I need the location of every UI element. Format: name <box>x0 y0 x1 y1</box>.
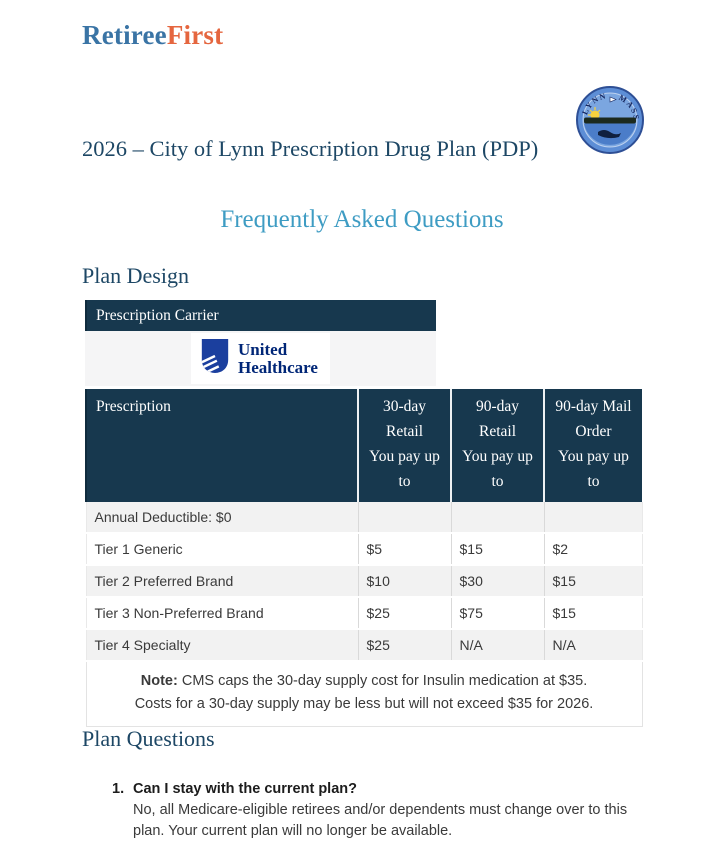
section-heading-plan-design: Plan Design <box>82 263 189 288</box>
table-note: Note: CMS caps the 30-day supply cost fo… <box>85 660 643 727</box>
row-label: Tier 2 Preferred Brand <box>85 565 359 598</box>
uhc-wordmark-line2: Healthcare <box>238 357 318 377</box>
uhc-shield-icon <box>199 336 231 381</box>
row-value <box>358 502 452 534</box>
carrier-table-header: Prescription Carrier <box>85 300 436 331</box>
retireefirst-logo: RetireeFirst <box>82 20 223 51</box>
question-answer: No, all Medicare-eligible retirees and/o… <box>133 802 628 839</box>
row-value: $25 <box>358 629 452 662</box>
row-value: $15 <box>451 533 545 566</box>
row-value: N/A <box>544 629 643 662</box>
row-value: $15 <box>544 597 643 630</box>
row-value: $25 <box>358 597 452 630</box>
column-header-90day-retail: 90-day Retail You pay up to <box>451 389 545 502</box>
brand-name-first: First <box>166 20 224 50</box>
table-row-tier2: Tier 2 Preferred Brand $10 $30 $15 <box>85 565 643 598</box>
uhc-wordmark: United Healthcare <box>238 341 318 376</box>
faq-question-line: 1. Can I stay with the current plan? <box>112 779 657 799</box>
column-header-30day-retail: 30-day Retail You pay up to <box>358 389 452 502</box>
document-title: 2026 – City of Lynn Prescription Drug Pl… <box>82 136 539 161</box>
carrier-table: Prescription Carrier <box>85 300 436 386</box>
row-value: $2 <box>544 533 643 566</box>
row-label: Tier 1 Generic <box>85 533 359 566</box>
plan-table: Prescription 30-day Retail You pay up to 90… <box>85 389 643 727</box>
row-label: Annual Deductible: $0 <box>85 502 359 534</box>
row-label: Tier 3 Non-Preferred Brand <box>85 597 359 630</box>
row-value: $15 <box>544 565 643 598</box>
row-value: $5 <box>358 533 452 566</box>
row-value: $75 <box>451 597 545 630</box>
uhc-wordmark-line1: United <box>238 340 288 359</box>
unitedhealthcare-logo: United Healthcare <box>191 333 330 384</box>
table-row-tier3: Tier 3 Non-Preferred Brand $25 $75 $15 <box>85 597 643 630</box>
carrier-table-body: United Healthcare <box>85 331 436 386</box>
lynn-city-seal-icon: LYNN MASS <box>576 86 644 154</box>
question-number: 1. <box>112 781 125 797</box>
row-value <box>544 502 643 534</box>
row-value: $10 <box>358 565 452 598</box>
column-header-prescription: Prescription <box>85 389 359 502</box>
table-row-annual-deductible: Annual Deductible: $0 <box>85 502 643 534</box>
subtitle: Frequently Asked Questions <box>220 206 504 233</box>
note-text-1: CMS caps the 30-day supply cost for Insu… <box>177 673 588 689</box>
note-line-2: Costs for a 30-day supply may be less bu… <box>134 696 594 712</box>
brand-name-retiree: Retiree <box>82 20 167 50</box>
table-row-tier1: Tier 1 Generic $5 $15 $2 <box>85 533 643 566</box>
column-header-90day-mail-order: 90-day Mail Order You pay up to <box>544 389 642 502</box>
plan-table-header-row: Prescription 30-day Retail You pay up to 90… <box>85 389 642 502</box>
section-heading-plan-questions: Plan Questions <box>82 726 215 751</box>
note-label: Note: <box>140 673 178 689</box>
row-label: Tier 4 Specialty <box>85 629 359 662</box>
faq-item-1: 1. Can I stay with the current plan? No,… <box>112 779 657 841</box>
row-value <box>451 502 545 534</box>
row-value: $30 <box>451 565 545 598</box>
table-row-tier4: Tier 4 Specialty $25 N/A N/A <box>85 629 643 662</box>
note-line-1: Note: CMS caps the 30-day supply cost fo… <box>103 670 626 693</box>
row-value: N/A <box>451 629 545 662</box>
table-note-row: Note: CMS caps the 30-day supply cost fo… <box>85 660 643 727</box>
question-text: Can I stay with the current plan? <box>133 781 357 797</box>
